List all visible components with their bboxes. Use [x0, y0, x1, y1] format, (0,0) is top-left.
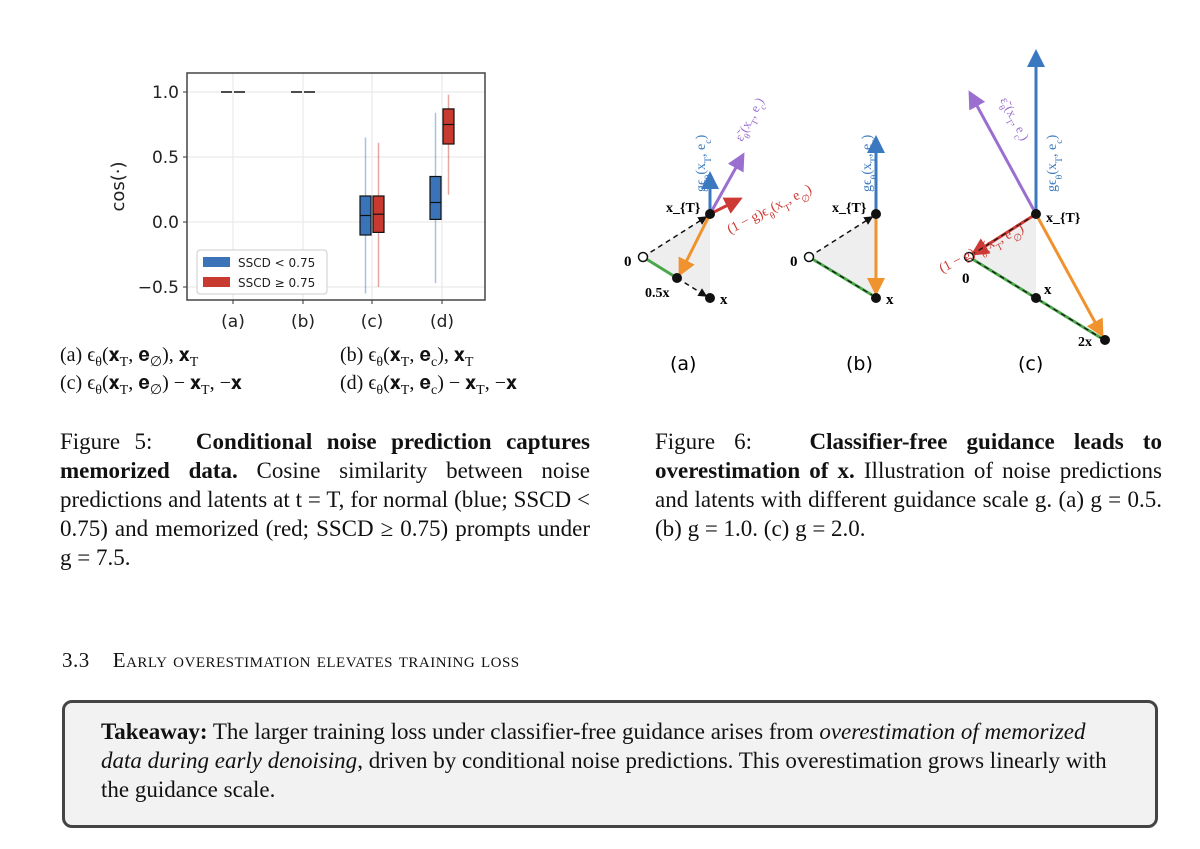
figure5-caption: Figure 5: Conditional noise prediction c…	[60, 427, 590, 572]
subcaption-b: (b) ϵθ(𝐱T, 𝐞c), 𝐱T	[340, 344, 474, 370]
label-x: x	[886, 292, 894, 308]
label-purple: ε̃θ(xT, ec)	[994, 94, 1033, 144]
y-tick-label: 0.0	[152, 213, 179, 233]
x-point	[1031, 293, 1041, 303]
figure5-boxplot: 1.0 0.5 0.0 −0.5 (a) (b) (c) (d) cos(·) SSCD < 0.…	[108, 72, 486, 332]
box	[429, 175, 442, 221]
panel-a: 0 x_{T} 0.5x x gϵθ(xT, ec) ε̃θ(xT, ec) (…	[624, 95, 817, 375]
caption-label: Figure 6:	[655, 429, 753, 454]
box	[442, 108, 455, 145]
dashed-line	[968, 256, 1102, 339]
subcaption-d: (d) ϵθ(𝐱T, 𝐞c) − 𝐱T, −𝐱	[340, 372, 517, 398]
label-xT: x_{T}	[1046, 211, 1081, 226]
origin-point	[963, 251, 975, 263]
legend-swatch	[203, 257, 230, 267]
label-x: x	[1044, 282, 1052, 298]
label-red: (1 − g)ϵθ(xT, e∅)	[725, 182, 817, 242]
label-2x: 2x	[1078, 335, 1092, 350]
label-zero: 0	[790, 254, 798, 270]
caption-label: Figure 5:	[60, 429, 153, 454]
dashed-line	[808, 256, 873, 296]
takeaway-text-2: , driven by conditional noise prediction…	[101, 748, 1107, 802]
orange-arrow	[678, 213, 712, 277]
label-xT: x_{T}	[666, 201, 701, 216]
panel-label-a: (a)	[670, 353, 696, 375]
subcaption-c: (c) ϵθ(𝐱T, 𝐞∅) − 𝐱T, −𝐱	[60, 372, 242, 398]
takeaway-label: Takeaway:	[101, 719, 208, 744]
caption-text: Illustration of noise predictions and la…	[655, 458, 1162, 541]
x-tick-label: (a)	[221, 312, 245, 332]
shaded-triangle	[969, 214, 1036, 298]
caption-text: Cosine similarity between noise predicti…	[60, 458, 590, 570]
legend-label: SSCD ≥ 0.75	[238, 276, 315, 290]
x-tick-label: (c)	[361, 312, 384, 332]
y-tick-label: −0.5	[138, 278, 179, 298]
figure6-caption: Figure 6: Classifier-free guidance leads…	[655, 427, 1162, 543]
xT-point	[871, 209, 881, 219]
dashed-arrow	[676, 277, 708, 297]
shaded-triangle	[643, 214, 710, 298]
green-arrow	[642, 255, 678, 280]
origin-point	[637, 251, 649, 263]
x-tick-label: (d)	[430, 312, 454, 332]
label-blue: gϵθ(xT, ec)	[1045, 134, 1065, 192]
panel-c: 0 x_{T} x 2x gϵθ(xT, ec) ε̃θ(xT, ec) (1 …	[937, 49, 1110, 375]
xT-point	[705, 209, 715, 219]
legend-swatch	[203, 277, 230, 287]
purple-arrow	[708, 152, 745, 215]
y-tick-label: 1.0	[152, 83, 179, 103]
panel-label-b: (b)	[846, 353, 873, 375]
section-heading: 3.3 Early overestimation elevates traini…	[62, 648, 520, 673]
x-point	[871, 293, 881, 303]
dashed-arrow	[808, 216, 874, 258]
label-half-x: 0.5x	[645, 286, 670, 301]
x-point	[705, 293, 715, 303]
section-title: Early overestimation elevates training l…	[112, 648, 520, 672]
dashed-arrow	[642, 216, 708, 258]
label-xT: x_{T}	[832, 201, 867, 216]
takeaway-emphasis: overestimation of memorized data during …	[101, 719, 1086, 773]
figure6-diagram: 0 x_{T} 0.5x x gϵθ(xT, ec) ε̃θ(xT, ec) (…	[624, 49, 1110, 375]
2x-point	[1100, 335, 1110, 345]
y-axis-label: cos(·)	[108, 161, 129, 211]
panel-label-c: (c)	[1018, 353, 1043, 375]
caption-bold: Classifier-free guidance leads to overes…	[655, 429, 1162, 483]
purple-arrow	[968, 90, 1038, 215]
half-x-point	[672, 273, 682, 283]
x-tick-label: (b)	[291, 312, 315, 332]
y-tick-label: 0.5	[152, 148, 179, 168]
dashed-line	[972, 213, 1037, 255]
subcaption-a: (a) ϵθ(𝐱T, 𝐞∅), 𝐱T	[60, 344, 199, 370]
label-zero: 0	[962, 271, 970, 287]
red-arrow	[709, 197, 743, 216]
takeaway-box: Takeaway: The larger training loss under…	[62, 700, 1158, 828]
label-x: x	[720, 292, 728, 308]
orange-arrow	[1034, 213, 1104, 338]
plot-frame	[186, 72, 486, 301]
origin-point	[803, 251, 815, 263]
takeaway-text: The larger training loss under classifie…	[212, 719, 814, 744]
label-zero: 0	[624, 254, 632, 270]
legend-label: SSCD < 0.75	[238, 256, 315, 270]
xT-point	[1031, 209, 1041, 219]
panel-b: 0 x_{T} x gϵθ(xT, ec) (b)	[790, 134, 894, 375]
caption-bold: Conditional noise prediction captures me…	[60, 429, 590, 483]
shaded-triangle	[809, 214, 876, 298]
section-number: 3.3	[62, 648, 90, 672]
label-purple: ε̃θ(xT, ec)	[731, 95, 770, 145]
